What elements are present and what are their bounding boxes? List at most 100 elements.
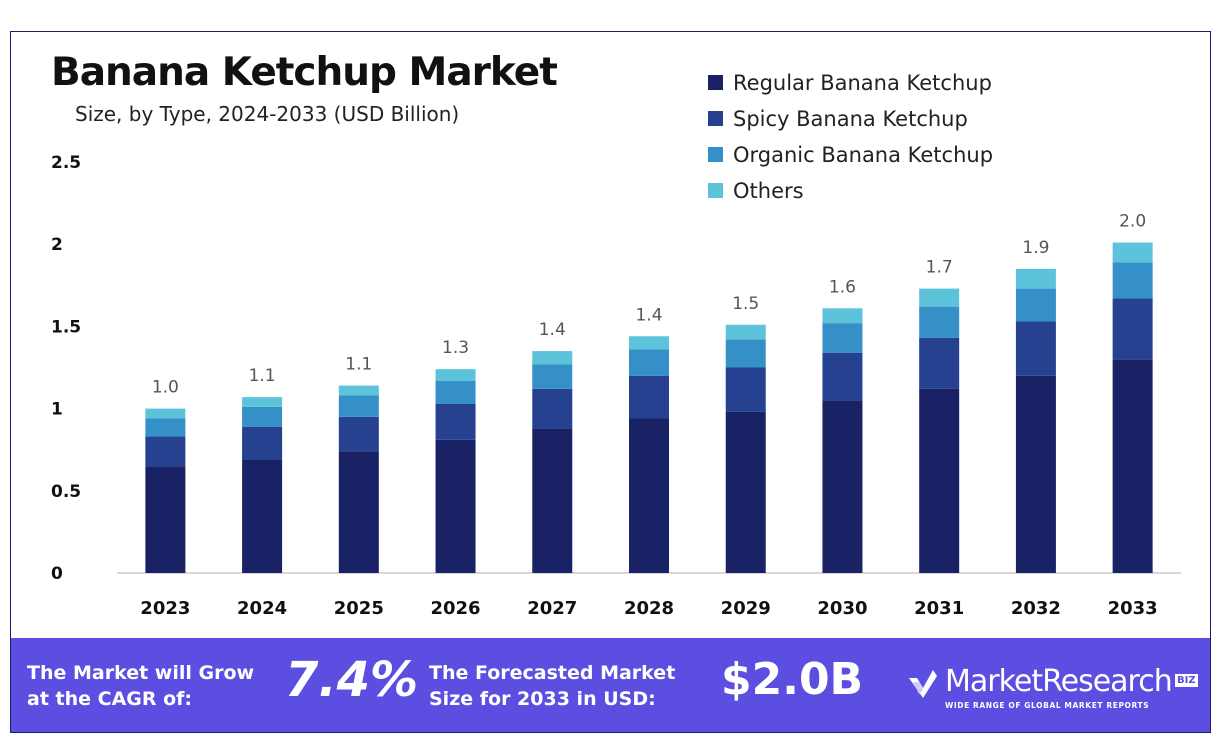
bar-segment-organic-banana-ketchup — [338, 395, 379, 417]
bar-segment-regular-banana-ketchup — [435, 439, 476, 573]
x-tick-label: 2030 — [817, 598, 867, 619]
bar-segment-regular-banana-ketchup — [1015, 375, 1056, 573]
data-label: 1.1 — [345, 355, 372, 375]
bar-segment-spicy-banana-ketchup — [822, 352, 863, 401]
bars: 1.0 1.1 1.1 1.3 1.4 1.4 1.5 1.6 1.7 1.9 2.0 — [145, 212, 1153, 573]
forecast-label: The Forecasted Market Size for 2033 in U… — [429, 660, 675, 712]
brand-name: MarketResearch — [945, 664, 1173, 699]
bar-segment-others — [435, 369, 476, 381]
bar-segment-regular-banana-ketchup — [242, 459, 283, 573]
brand-tagline: WIDE RANGE OF GLOBAL MARKET REPORTS — [945, 701, 1150, 710]
chart: Banana Ketchup Market Size, by Type, 202… — [51, 50, 1181, 619]
x-tick-label: 2028 — [624, 598, 674, 619]
x-tick-label: 2025 — [334, 598, 384, 619]
data-label: 1.0 — [152, 378, 179, 398]
legend: Regular Banana Ketchup Spicy Banana Ketch… — [708, 71, 993, 203]
legend-swatch — [708, 75, 723, 90]
legend-label: Spicy Banana Ketchup — [733, 107, 968, 131]
x-tick-label: 2031 — [914, 598, 964, 619]
bar-segment-organic-banana-ketchup — [1015, 288, 1056, 322]
bar-segment-organic-banana-ketchup — [242, 406, 283, 427]
data-label: 1.4 — [635, 305, 662, 325]
bar-segment-others — [1015, 268, 1056, 289]
bar-segment-spicy-banana-ketchup — [1112, 298, 1153, 360]
y-axis: 0 0.5 1 1.5 2 2.5 — [51, 153, 1181, 584]
bar-segment-spicy-banana-ketchup — [1015, 321, 1056, 376]
cagr-label-line2: at the CAGR of: — [27, 688, 193, 710]
bar-segment-organic-banana-ketchup — [629, 349, 669, 376]
legend-label: Regular Banana Ketchup — [733, 71, 992, 95]
checkmark-icon — [909, 670, 937, 698]
forecast-label-line2: Size for 2033 in USD: — [429, 688, 656, 710]
bar-segment-spicy-banana-ketchup — [242, 426, 283, 460]
data-label: 1.3 — [442, 338, 469, 358]
y-tick-label: 2 — [51, 235, 63, 255]
y-tick-label: 0.5 — [51, 482, 81, 502]
bar-segment-regular-banana-ketchup — [919, 388, 960, 573]
forecast-label-line1: The Forecasted Market — [429, 662, 676, 684]
bar-segment-regular-banana-ketchup — [532, 428, 573, 573]
bar-segment-spicy-banana-ketchup — [725, 367, 766, 412]
data-label: 2.0 — [1119, 212, 1146, 232]
x-tick-label: 2032 — [1011, 598, 1061, 619]
bar-segment-organic-banana-ketchup — [435, 380, 476, 404]
bar-segment-others — [629, 336, 669, 350]
bar-segment-regular-banana-ketchup — [822, 400, 863, 573]
bar-segment-organic-banana-ketchup — [822, 323, 863, 353]
bar-segment-others — [532, 351, 573, 365]
y-tick-label: 1 — [51, 400, 63, 420]
bar-segment-organic-banana-ketchup — [532, 364, 573, 389]
footer-banner: The Market will Grow at the CAGR of: 7.4… — [11, 638, 1210, 732]
bar-segment-spicy-banana-ketchup — [338, 416, 379, 452]
data-label: 1.5 — [732, 294, 759, 314]
bar-segment-others — [242, 397, 283, 407]
brand-suffix: BIZ — [1175, 674, 1198, 687]
x-tick-label: 2033 — [1108, 598, 1158, 619]
bar-segment-others — [1112, 242, 1153, 263]
x-tick-label: 2027 — [527, 598, 577, 619]
cagr-value: 7.4% — [285, 652, 419, 708]
data-label: 1.7 — [926, 258, 953, 278]
bar-segment-others — [145, 408, 186, 419]
bar-segment-spicy-banana-ketchup — [532, 388, 573, 429]
bar-segment-others — [338, 385, 379, 396]
legend-swatch — [708, 147, 723, 162]
bar-segment-spicy-banana-ketchup — [629, 375, 669, 419]
legend-label: Others — [733, 179, 804, 203]
bar-segment-spicy-banana-ketchup — [145, 436, 186, 467]
legend-label: Organic Banana Ketchup — [733, 143, 993, 167]
x-axis: 2023 2024 2025 2026 2027 2028 2029 2030 2031 2032… — [140, 598, 1157, 619]
cagr-label: The Market will Grow at the CAGR of: — [27, 660, 254, 712]
y-tick-label: 0 — [51, 564, 63, 584]
bar-segment-spicy-banana-ketchup — [919, 337, 960, 389]
data-label: 1.9 — [1022, 238, 1049, 258]
bar-segment-spicy-banana-ketchup — [435, 403, 476, 440]
bar-segment-regular-banana-ketchup — [1112, 359, 1153, 573]
data-label: 1.4 — [539, 320, 566, 340]
chart-title: Banana Ketchup Market — [51, 50, 557, 95]
brand-logo[interactable]: MarketResearch BIZ WIDE RANGE OF GLOBAL … — [907, 664, 1207, 716]
data-label: 1.6 — [829, 277, 856, 297]
legend-swatch — [708, 111, 723, 126]
x-tick-label: 2029 — [721, 598, 771, 619]
y-tick-label: 1.5 — [51, 317, 81, 337]
bar-segment-organic-banana-ketchup — [919, 306, 960, 338]
x-tick-label: 2023 — [140, 598, 190, 619]
bar-segment-others — [919, 288, 960, 307]
chart-frame: Banana Ketchup Market Size, by Type, 202… — [10, 31, 1211, 733]
forecast-value: $2.0B — [721, 654, 864, 705]
chart-subtitle: Size, by Type, 2024-2033 (USD Billion) — [75, 102, 459, 126]
bar-segment-others — [822, 308, 863, 324]
x-tick-label: 2024 — [237, 598, 287, 619]
bar-segment-organic-banana-ketchup — [1112, 262, 1153, 299]
bar-segment-regular-banana-ketchup — [629, 418, 669, 573]
bar-segment-regular-banana-ketchup — [338, 451, 379, 573]
bar-segment-regular-banana-ketchup — [725, 411, 766, 573]
cagr-label-line1: The Market will Grow — [27, 662, 255, 684]
data-label: 1.1 — [249, 366, 276, 386]
bar-segment-regular-banana-ketchup — [145, 466, 186, 573]
bar-segment-others — [725, 324, 766, 340]
bar-segment-organic-banana-ketchup — [725, 339, 766, 368]
x-tick-label: 2026 — [430, 598, 480, 619]
y-tick-label: 2.5 — [51, 153, 81, 173]
